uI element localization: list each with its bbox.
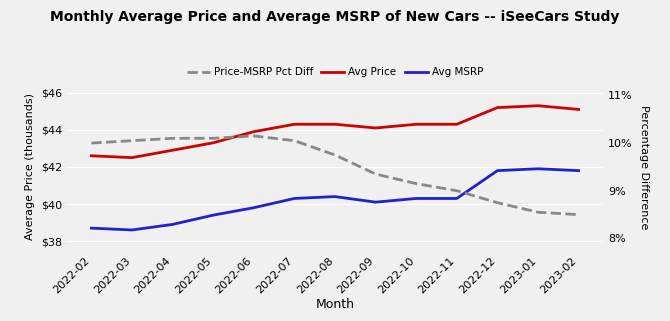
Avg Price bbox=[290, 122, 298, 126]
Avg Price bbox=[575, 108, 583, 111]
Avg Price bbox=[493, 106, 501, 109]
Avg MSRP bbox=[209, 213, 217, 217]
Avg MSRP bbox=[412, 196, 420, 200]
Avg Price bbox=[412, 122, 420, 126]
Avg MSRP bbox=[575, 169, 583, 173]
Price-MSRP Pct Diff bbox=[128, 139, 136, 143]
Avg Price bbox=[87, 154, 95, 158]
Price-MSRP Pct Diff bbox=[290, 139, 298, 143]
Avg Price bbox=[331, 122, 339, 126]
Avg MSRP bbox=[372, 200, 380, 204]
Price-MSRP Pct Diff bbox=[412, 182, 420, 186]
Price-MSRP Pct Diff bbox=[453, 189, 461, 193]
Price-MSRP Pct Diff bbox=[534, 210, 542, 214]
Line: Avg Price: Avg Price bbox=[91, 106, 579, 158]
Avg Price bbox=[372, 126, 380, 130]
Avg Price bbox=[453, 122, 461, 126]
Y-axis label: Average Price (thousands): Average Price (thousands) bbox=[25, 93, 36, 240]
Line: Price-MSRP Pct Diff: Price-MSRP Pct Diff bbox=[91, 136, 579, 215]
Price-MSRP Pct Diff bbox=[575, 213, 583, 217]
Avg MSRP bbox=[169, 222, 177, 226]
Price-MSRP Pct Diff bbox=[493, 201, 501, 204]
Y-axis label: Percentage Difference: Percentage Difference bbox=[639, 105, 649, 229]
Avg MSRP bbox=[250, 206, 258, 210]
Price-MSRP Pct Diff bbox=[169, 136, 177, 140]
Avg Price bbox=[128, 156, 136, 160]
Avg Price bbox=[209, 141, 217, 145]
Avg MSRP bbox=[331, 195, 339, 198]
Price-MSRP Pct Diff bbox=[87, 141, 95, 145]
Avg Price bbox=[169, 148, 177, 152]
Avg Price bbox=[250, 130, 258, 134]
Avg MSRP bbox=[534, 167, 542, 171]
Avg MSRP bbox=[290, 196, 298, 200]
Price-MSRP Pct Diff bbox=[209, 136, 217, 140]
X-axis label: Month: Month bbox=[316, 298, 354, 311]
Avg MSRP bbox=[87, 226, 95, 230]
Price-MSRP Pct Diff bbox=[250, 134, 258, 138]
Line: Avg MSRP: Avg MSRP bbox=[91, 169, 579, 230]
Avg MSRP bbox=[128, 228, 136, 232]
Avg MSRP bbox=[493, 169, 501, 173]
Price-MSRP Pct Diff bbox=[331, 153, 339, 157]
Avg MSRP bbox=[453, 196, 461, 200]
Legend: Price-MSRP Pct Diff, Avg Price, Avg MSRP: Price-MSRP Pct Diff, Avg Price, Avg MSRP bbox=[182, 63, 488, 81]
Avg Price bbox=[534, 104, 542, 108]
Price-MSRP Pct Diff bbox=[372, 172, 380, 176]
Text: Monthly Average Price and Average MSRP of New Cars -- iSeeCars Study: Monthly Average Price and Average MSRP o… bbox=[50, 10, 620, 24]
